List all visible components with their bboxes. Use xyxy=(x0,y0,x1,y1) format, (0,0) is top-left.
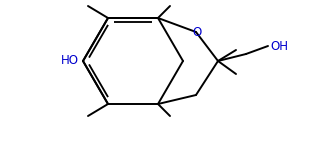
Text: O: O xyxy=(192,26,202,39)
Text: OH: OH xyxy=(270,40,288,53)
Text: HO: HO xyxy=(61,54,79,67)
